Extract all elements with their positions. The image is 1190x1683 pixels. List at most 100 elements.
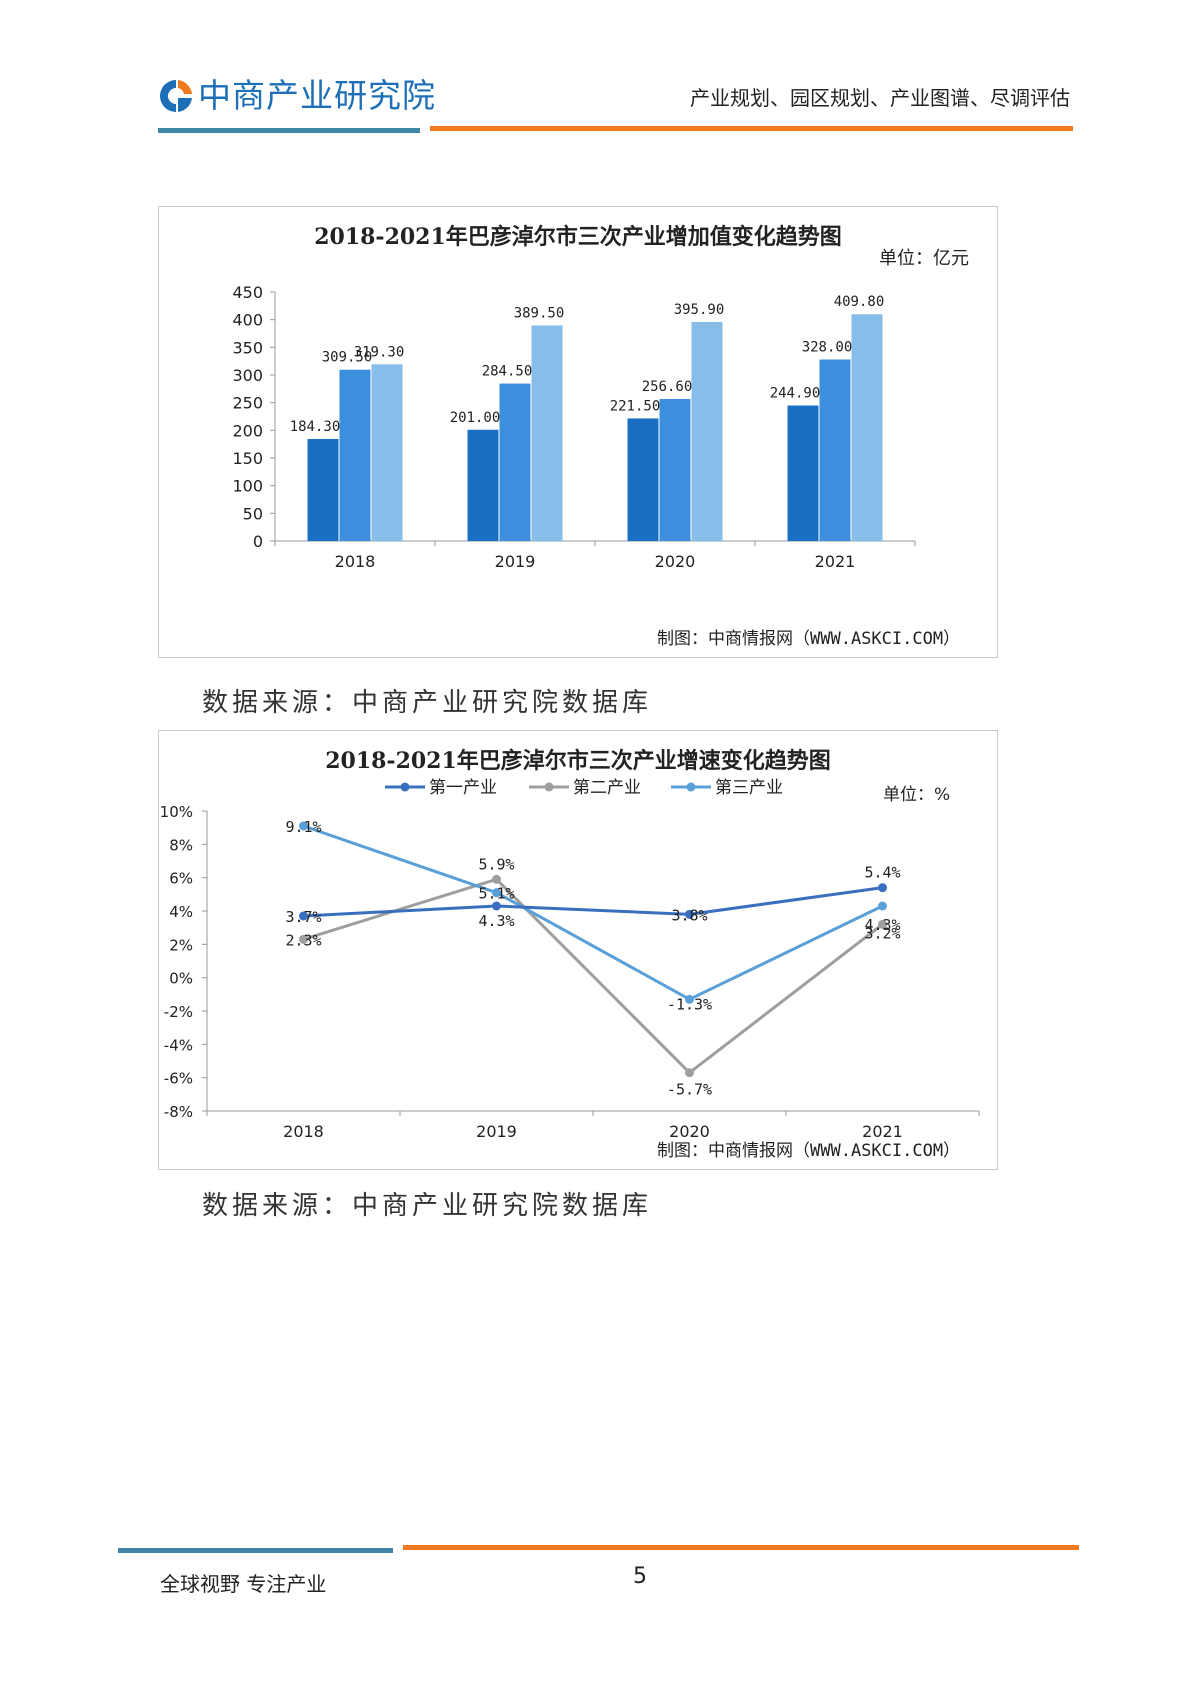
chart2-y-tick-label: 10% bbox=[160, 803, 193, 821]
chart2-series-line bbox=[303, 886, 883, 918]
chart1-bar bbox=[627, 418, 659, 541]
footer-rule-blue bbox=[118, 1548, 393, 1553]
chart1-data-label: 244.90 bbox=[770, 385, 821, 401]
chart1-y-tick-label: 50 bbox=[243, 504, 263, 523]
footer-rule-orange bbox=[403, 1545, 1079, 1550]
chart2-legend-label: 第三产业 bbox=[715, 778, 783, 798]
chart2-series-line bbox=[303, 877, 884, 1075]
chart2-data-point bbox=[299, 821, 308, 831]
chart1-x-tick-label: 2020 bbox=[655, 552, 696, 571]
footer-slogan: 全球视野 专注产业 bbox=[160, 1572, 327, 1596]
chart2-unit: 单位：% bbox=[883, 785, 950, 805]
chart1-y-tick-label: 0 bbox=[253, 532, 263, 551]
chart2-y-tick-label: 8% bbox=[169, 836, 193, 854]
growth-rate-chart: 2018-2021年巴彦淖尔市三次产业增速变化趋势图 单位：% 制图：中商情报网… bbox=[158, 730, 998, 1170]
chart2-data-point bbox=[492, 888, 501, 898]
chart1-bar bbox=[851, 314, 883, 541]
chart1-bar bbox=[339, 369, 371, 541]
chart2-legend-marker bbox=[400, 782, 410, 792]
chart1-bar bbox=[371, 364, 403, 541]
chart1-bar bbox=[307, 439, 339, 541]
chart2-data-label: 4.3% bbox=[478, 912, 514, 930]
chart2-data-point bbox=[299, 911, 308, 921]
chart1-bar bbox=[659, 399, 691, 541]
chart2-legend-label: 第一产业 bbox=[429, 778, 497, 798]
chart1-bar bbox=[499, 383, 531, 541]
chart2-data-label: 3.8% bbox=[671, 906, 707, 924]
source-note-1: 数据来源：中商产业研究院数据库 bbox=[202, 688, 653, 718]
chart2-legend-marker bbox=[686, 782, 696, 792]
chart1-data-label: 256.60 bbox=[642, 379, 693, 395]
chart2-y-tick-label: -4% bbox=[164, 1036, 193, 1054]
chart1-plot-area: 0 50 100 150 200 250 300 350 400 450 2018 184.30 309… bbox=[232, 283, 916, 571]
chart2-x-tick-label: 2020 bbox=[669, 1122, 710, 1141]
logo-text: 中商产业研究院 bbox=[198, 76, 436, 115]
chart2-plot-area: 10% 8% 6% 4% 2% 0% -2% -4% -6% -8% 2018 2019 2020 202… bbox=[160, 803, 980, 1141]
value-added-chart: 2018-2021年巴彦淖尔市三次产业增加值变化趋势图 单位：亿元 制图：中商情… bbox=[158, 206, 998, 658]
chart2-legend: 第一产业 第二产业 第三产业 bbox=[385, 778, 783, 798]
chart2-x-tick-label: 2019 bbox=[476, 1122, 517, 1141]
chart2-y-tick-label: 6% bbox=[169, 870, 193, 888]
chart2-y-tick-label: 2% bbox=[169, 936, 193, 954]
chart1-data-label: 284.50 bbox=[482, 364, 533, 380]
chart1-y-tick-label: 350 bbox=[232, 338, 263, 357]
chart1-data-label: 309.50 bbox=[322, 350, 373, 366]
chart1-credit: 制图：中商情报网（WWW.ASKCI.COM） bbox=[657, 629, 960, 649]
chart1-y-tick-label: 400 bbox=[232, 311, 263, 330]
chart2-data-label: 5.1% bbox=[478, 885, 514, 903]
page-number: 5 bbox=[633, 1564, 647, 1589]
chart2-y-tick-label: 0% bbox=[169, 970, 193, 988]
chart2-legend-label: 第二产业 bbox=[573, 778, 641, 798]
chart1-bar bbox=[691, 321, 723, 541]
chart1-y-tick-label: 150 bbox=[232, 449, 263, 468]
header-tagline: 产业规划、园区规划、产业图谱、尽调评估 bbox=[690, 86, 1070, 110]
chart2-data-label: 5.4% bbox=[864, 864, 900, 882]
chart2-data-point bbox=[685, 994, 694, 1004]
chart2-y-tick-label: -8% bbox=[164, 1103, 193, 1121]
chart1-title: 2018-2021年巴彦淖尔市三次产业增加值变化趋势图 bbox=[314, 224, 842, 250]
chart1-data-label: 389.50 bbox=[514, 305, 565, 321]
growth-rate-chart-svg: 2018-2021年巴彦淖尔市三次产业增速变化趋势图 单位：% 制图：中商情报网… bbox=[160, 748, 980, 1161]
company-logo: 中商产业研究院 bbox=[158, 74, 458, 120]
source-note-2: 数据来源：中商产业研究院数据库 bbox=[202, 1191, 653, 1221]
chart1-y-tick-label: 250 bbox=[232, 394, 263, 413]
chart1-bar bbox=[467, 429, 499, 541]
chart1-data-label: 409.80 bbox=[834, 294, 885, 310]
chart2-data-point bbox=[878, 883, 887, 893]
chart2-data-label: -5.7% bbox=[667, 1081, 712, 1099]
chart1-y-tick-label: 200 bbox=[232, 421, 263, 440]
chart1-y-tick-label: 450 bbox=[232, 283, 263, 302]
chart1-bar bbox=[819, 359, 851, 541]
chart2-series-line bbox=[303, 824, 884, 1002]
chart2-data-label: 3.7% bbox=[285, 908, 321, 926]
chart1-y-tick-label: 100 bbox=[232, 477, 263, 496]
chart1-data-label: 184.30 bbox=[290, 419, 341, 435]
chart2-data-label: 4.3% bbox=[864, 916, 900, 934]
chart1-data-label: 319.30 bbox=[354, 344, 405, 360]
chart2-data-point bbox=[299, 934, 308, 944]
chart1-y-tick-label: 300 bbox=[232, 366, 263, 385]
chart2-y-tick-label: 4% bbox=[169, 903, 193, 921]
chart1-x-tick-label: 2021 bbox=[815, 552, 856, 571]
chart1-unit: 单位：亿元 bbox=[879, 248, 969, 269]
chart1-data-label: 201.00 bbox=[450, 410, 501, 426]
chart2-x-tick-label: 2018 bbox=[283, 1122, 324, 1141]
chart1-data-label: 328.00 bbox=[802, 340, 853, 356]
chart2-y-tick-label: -2% bbox=[164, 1003, 193, 1021]
logo-icon bbox=[160, 80, 192, 112]
chart2-title: 2018-2021年巴彦淖尔市三次产业增速变化趋势图 bbox=[325, 748, 831, 774]
chart2-credit: 制图：中商情报网（WWW.ASKCI.COM） bbox=[657, 1141, 960, 1161]
chart2-y-tick-label: -6% bbox=[164, 1070, 193, 1088]
header-rule-blue bbox=[158, 128, 420, 133]
value-added-chart-svg: 2018-2021年巴彦淖尔市三次产业增加值变化趋势图 单位：亿元 制图：中商情… bbox=[232, 224, 969, 649]
header-rule-orange bbox=[430, 126, 1073, 131]
chart2-data-label: 5.9% bbox=[478, 855, 514, 873]
chart2-data-label: 2.3% bbox=[285, 931, 321, 949]
chart1-x-tick-label: 2018 bbox=[335, 552, 376, 571]
chart1-bar bbox=[787, 405, 819, 541]
chart2-data-label: 3.2% bbox=[864, 924, 900, 942]
chart2-data-point bbox=[878, 919, 887, 929]
chart1-x-tick-label: 2019 bbox=[495, 552, 536, 571]
chart2-data-label: 9.1% bbox=[285, 818, 321, 836]
chart2-data-point bbox=[492, 901, 501, 911]
